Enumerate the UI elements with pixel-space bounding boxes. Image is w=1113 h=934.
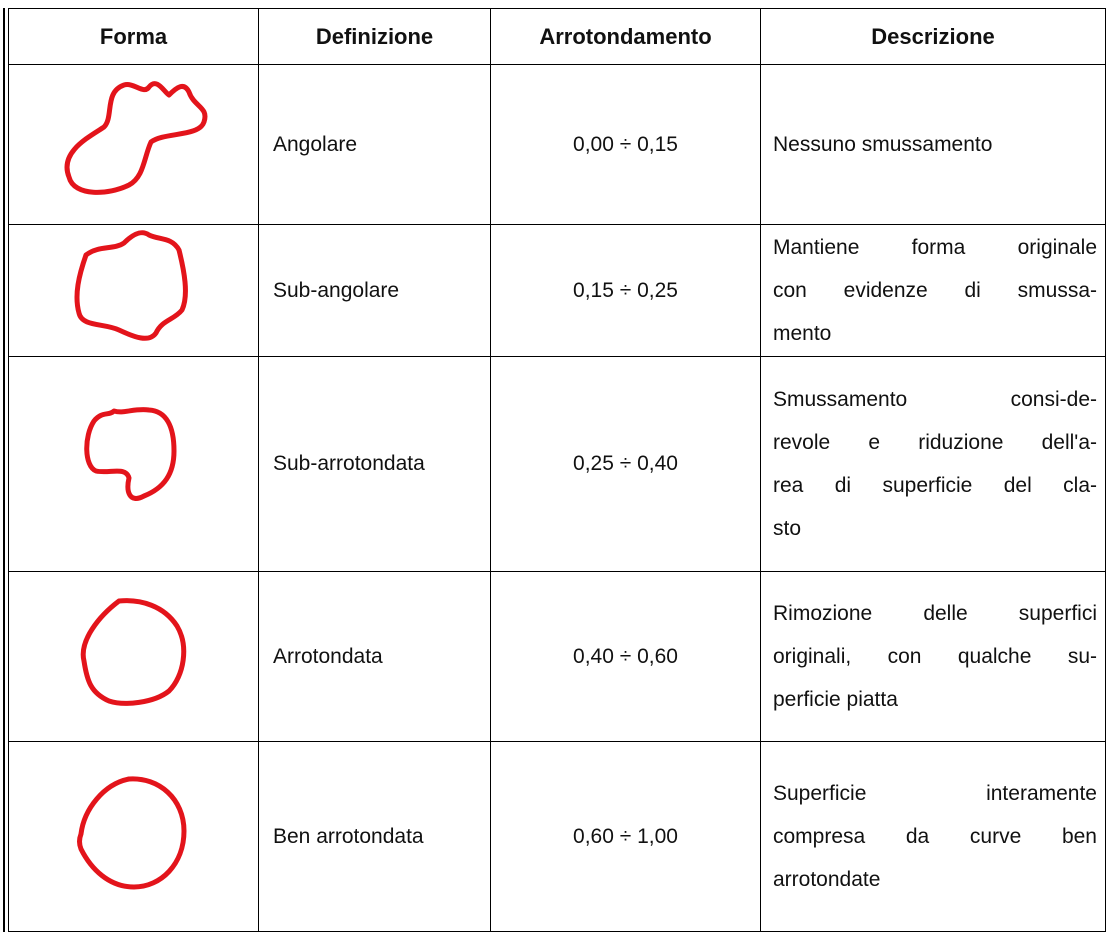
definition: Ben arrotondata [258,741,491,932]
header-cell: Descrizione [760,8,1106,65]
description-line: Rimozione delle superfici [773,602,1097,625]
definition: Sub-arrotondata [258,356,491,572]
description: Superficie interamente compresa da curve … [760,741,1106,932]
description: Mantiene forma originale con evidenze di … [760,224,1106,357]
row: Ben arrotondata 0,60 ÷ 1,00 Superficie i… [8,741,1106,932]
description-line: perficie piatta [773,688,898,711]
description-line: arrotondate [773,868,881,891]
shape-cell [8,741,259,932]
definition: Sub-angolare [258,224,491,357]
description-line: con evidenze di smussa- [773,279,1097,302]
header-cell: Arrotondamento [490,8,761,65]
description-line: compresa da curve ben [773,825,1097,848]
description-line: Superficie interamente [773,782,1097,805]
shape-cell [8,356,259,572]
description-line: mento [773,322,832,345]
description-line: sto [773,517,802,540]
description: Smussamento consi-de-revole e riduzione … [760,356,1106,572]
roundness: 0,00 ÷ 0,15 [490,64,761,225]
description: Nessuno smussamento [760,64,1106,225]
roundness: 0,15 ÷ 0,25 [490,224,761,357]
header-row: Forma Definizione Arrotondamento Descriz… [8,8,1106,65]
description-line: revole e riduzione dell'a- [773,431,1097,454]
description: Rimozione delle superfici originali, con … [760,571,1106,742]
shape-cell [8,571,259,742]
row: Sub-angolare 0,15 ÷ 0,25 Mantiene forma … [8,224,1106,357]
table-wrapper: Forma Definizione Arrotondamento Descriz… [3,8,1106,932]
description-line: Mantiene forma originale [773,236,1097,259]
shape-icon [74,230,188,341]
roundness: 0,40 ÷ 0,60 [490,571,761,742]
row: Angolare 0,00 ÷ 0,15 Nessuno smussamento [8,64,1106,225]
description-line: rea di superficie del cla- [773,474,1097,497]
roundness: 0,25 ÷ 0,40 [490,356,761,572]
roundness-table: Forma Definizione Arrotondamento Descriz… [8,8,1106,932]
description-line: Smussamento consi-de- [773,388,1097,411]
row: Sub-arrotondata 0,25 ÷ 0,40 Smussamento … [8,356,1106,572]
shape-icon [80,598,186,706]
row: Arrotondata 0,40 ÷ 0,60 Rimozione delle … [8,571,1106,742]
shape-icon [76,775,186,889]
description-line: Nessuno smussamento [773,133,993,156]
definition: Arrotondata [258,571,491,742]
shape-icon [83,407,176,501]
definition: Angolare [258,64,491,225]
description-line: originali, con qualche su- [773,645,1097,668]
shape-cell [8,224,259,357]
header-cell: Forma [8,8,259,65]
roundness: 0,60 ÷ 1,00 [490,741,761,932]
header-cell: Definizione [258,8,491,65]
shape-icon [64,80,207,195]
shape-cell [8,64,259,225]
